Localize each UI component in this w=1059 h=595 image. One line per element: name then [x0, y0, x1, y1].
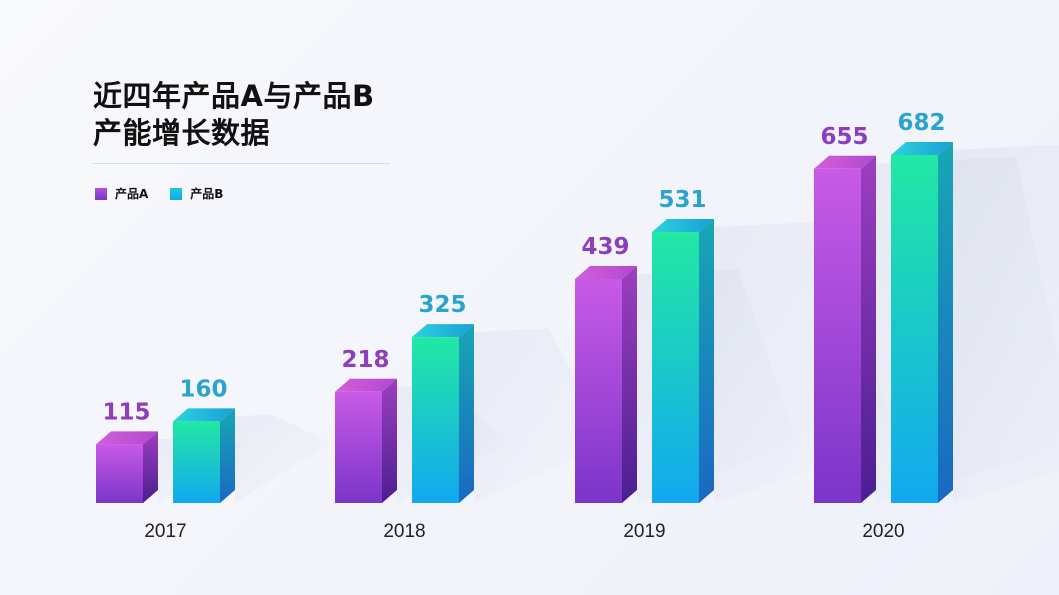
legend-swatch-a	[95, 187, 107, 200]
data-label-2017-b: 160	[179, 376, 227, 402]
legend-item-a: 产品A	[95, 185, 148, 202]
bar-side-2017-b	[220, 408, 235, 503]
chart-title-line-1: 近四年产品A与产品B	[93, 79, 375, 113]
data-label-2018-b: 325	[418, 292, 466, 318]
bar-top-2020-a	[814, 155, 876, 169]
chart-title: 近四年产品A与产品B 产能增长数据	[93, 78, 375, 152]
bar-2020-b	[891, 142, 953, 503]
bar-top-2018-b	[412, 324, 474, 338]
bar-2018-a	[335, 378, 397, 503]
bar-front-2020-b	[891, 155, 938, 503]
data-label-2017-a: 115	[102, 399, 150, 425]
bar-2019-b	[652, 219, 714, 503]
legend-label-a: 产品A	[115, 187, 149, 201]
bar-front-2018-a	[335, 391, 382, 503]
legend-swatch-b	[170, 187, 183, 200]
bar-2017-a	[96, 431, 158, 503]
legend-label-b: 产品B	[190, 187, 224, 201]
bar-front-2019-a	[575, 278, 622, 503]
bar-front-2017-a	[96, 444, 143, 503]
bar-side-2020-b	[938, 142, 953, 503]
data-label-2019-b: 531	[658, 187, 706, 213]
x-tick-label-2017: 2017	[144, 521, 186, 542]
title-divider	[93, 163, 390, 164]
bar-2018-b	[412, 324, 474, 503]
bar-2020-a	[814, 155, 876, 503]
bar-top-2018-a	[335, 378, 397, 392]
bar-front-2018-b	[412, 337, 459, 503]
legend: 产品A 产品B	[95, 185, 245, 202]
bar-top-2020-b	[891, 142, 953, 155]
bar-top-2017-a	[96, 431, 158, 445]
bar-top-2017-b	[173, 408, 235, 422]
bar-2017-b	[173, 408, 235, 503]
bar-front-2020-a	[814, 168, 861, 503]
bar-side-2018-a	[382, 378, 397, 503]
bar-shadow-2017-b	[235, 414, 332, 503]
bar-top-2019-b	[652, 219, 714, 233]
bar-side-2017-a	[143, 431, 158, 503]
data-label-2020-b: 682	[897, 110, 945, 136]
chart-title-line-2: 产能增长数据	[93, 116, 271, 150]
legend-item-b: 产品B	[170, 185, 223, 202]
bar-side-2020-a	[861, 155, 876, 503]
bar-shadow-2018-b	[474, 328, 609, 503]
bar-side-2019-b	[699, 219, 714, 503]
data-label-2020-a: 655	[820, 124, 868, 150]
x-tick-label-2018: 2018	[383, 521, 425, 542]
bar-side-2019-a	[622, 265, 637, 503]
x-tick-label-2019: 2019	[623, 521, 665, 542]
data-label-2018-a: 218	[341, 347, 389, 373]
bar-2019-a	[575, 265, 637, 503]
bar-front-2019-b	[652, 232, 699, 503]
data-label-2019-a: 439	[581, 234, 629, 260]
bar-front-2017-b	[173, 421, 220, 503]
bar-top-2019-a	[575, 265, 637, 279]
bar-shadow-2020-b	[953, 144, 1059, 503]
bar-side-2018-b	[459, 324, 474, 503]
x-tick-label-2020: 2020	[862, 521, 904, 542]
